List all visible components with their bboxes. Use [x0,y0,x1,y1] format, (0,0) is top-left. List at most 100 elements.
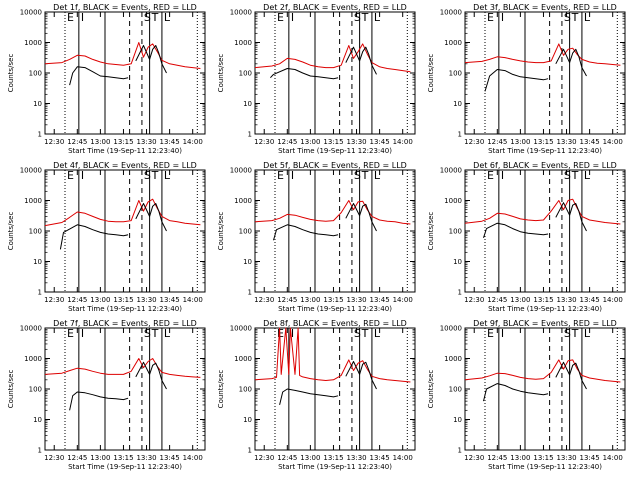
y-tick-label: 10 [453,416,462,424]
y-tick-label: 100 [29,70,42,78]
series-lld-line [254,43,411,73]
x-tick-label: 13:15 [533,454,553,462]
series-events-line [484,69,549,92]
x-tick-label: 13:00 [300,296,320,304]
marker-label: E [67,11,74,24]
x-tick-label: 13:00 [90,296,110,304]
marker-label: I [501,169,504,182]
y-tick-label: 1000 [444,355,462,363]
x-axis-label: Start Time (19-Sep-11 12:23:40) [488,305,602,313]
y-tick-label: 10 [453,100,462,108]
panel-title: Det 6f, BLACK = Events, RED = LLD [473,161,617,170]
marker-label: T [151,169,159,182]
marker-label: S [564,169,571,182]
marker-label: S [144,327,151,340]
marker-label: E [487,169,494,182]
plot-frame [254,169,416,293]
y-tick-label: 1000 [444,39,462,47]
x-tick-label: 12:45 [67,296,87,304]
marker-label: I [501,11,504,24]
x-axis-label: Start Time (19-Sep-11 12:23:40) [68,463,182,471]
marker-label: E [277,11,284,24]
x-tick-label: 12:30 [254,296,274,304]
x-tick-label: 12:30 [464,138,484,146]
series-events-line [69,66,129,86]
x-tick-label: 13:00 [510,138,530,146]
y-tick-label: 10 [33,258,42,266]
marker-label: T [361,11,369,24]
marker-label: L [164,11,171,24]
panel-det-4: Det 4f, BLACK = Events, RED = LLD 1 10 100 1… [7,161,206,313]
plot-frame [44,11,206,135]
marker-label: T [571,327,579,340]
panel-det-2: Det 2f, BLACK = Events, RED = LLD 1 10 100 1… [217,3,416,155]
y-tick-label: 100 [29,228,42,236]
x-tick-label: 13:15 [113,296,133,304]
x-tick-label: 12:45 [487,138,507,146]
series-events-line [270,68,339,80]
y-tick-label: 1000 [234,197,252,205]
y-tick-label: 10000 [230,167,252,175]
y-tick-label: 1 [458,131,462,139]
series-lld-line [254,327,411,383]
series-events-line [345,203,377,232]
panel-title: Det 4f, BLACK = Events, RED = LLD [53,161,197,170]
x-axis-label: Start Time (19-Sep-11 12:23:40) [278,305,392,313]
series-events-line [69,391,129,411]
marker-label: L [374,327,381,340]
y-axis-label: Counts/sec [217,212,225,251]
marker-label: S [144,169,151,182]
x-tick-label: 13:45 [580,296,600,304]
y-tick-label: 100 [239,386,252,394]
marker-label: S [564,327,571,340]
x-tick-label: 14:00 [393,454,413,462]
marker-label: I [81,169,84,182]
x-axis-label: Start Time (19-Sep-11 12:23:40) [278,147,392,155]
y-tick-label: 100 [239,70,252,78]
plot-frame [44,169,206,293]
y-tick-label: 100 [239,228,252,236]
x-tick-label: 13:45 [580,454,600,462]
marker-label: S [354,169,361,182]
x-tick-label: 13:30 [136,454,156,462]
y-tick-label: 1000 [24,39,42,47]
x-tick-label: 13:15 [113,454,133,462]
marker-label: T [151,327,159,340]
marker-label: I [291,11,294,24]
x-tick-label: 13:45 [370,138,390,146]
x-tick-label: 13:00 [300,454,320,462]
y-tick-label: 10000 [440,9,462,17]
series-lld-line [254,200,411,225]
x-tick-label: 14:00 [393,138,413,146]
marker-label: E [277,169,284,182]
y-axis-label: Counts/sec [7,212,15,251]
x-tick-label: 12:45 [487,454,507,462]
x-tick-label: 12:45 [277,138,297,146]
x-tick-label: 13:00 [90,138,110,146]
x-tick-label: 12:45 [487,296,507,304]
y-tick-label: 1 [38,131,42,139]
x-tick-label: 14:00 [183,296,203,304]
y-tick-label: 10 [243,416,252,424]
plot-frame [254,11,416,135]
marker-label: L [584,169,591,182]
y-tick-label: 1 [458,289,462,297]
marker-label: S [354,11,361,24]
y-tick-label: 100 [449,70,462,78]
x-tick-label: 13:15 [323,138,343,146]
x-tick-label: 12:45 [277,296,297,304]
x-tick-label: 13:15 [533,296,553,304]
series-events-line [555,361,587,390]
x-tick-label: 13:30 [346,138,366,146]
x-tick-label: 13:30 [136,138,156,146]
x-tick-label: 13:15 [323,296,343,304]
x-tick-label: 13:00 [300,138,320,146]
y-tick-label: 1000 [444,197,462,205]
panel-title: Det 2f, BLACK = Events, RED = LLD [263,3,407,12]
marker-label: T [361,169,369,182]
panel-title: Det 9f, BLACK = Events, RED = LLD [473,319,617,328]
marker-label: E [277,327,284,340]
x-tick-label: 12:45 [277,454,297,462]
y-tick-label: 10000 [440,167,462,175]
